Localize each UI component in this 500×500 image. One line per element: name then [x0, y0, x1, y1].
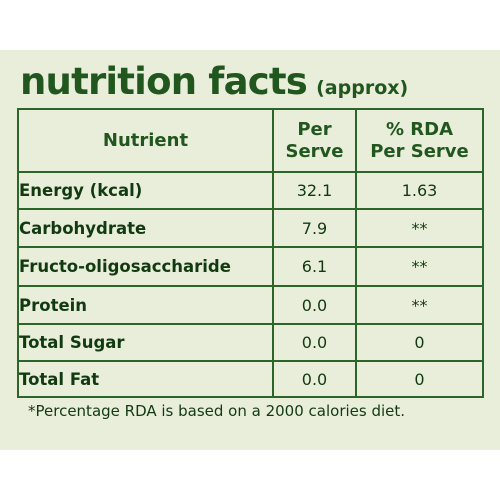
rda-value: 0	[355, 323, 484, 362]
header-rda-line2: Per Serve	[370, 140, 469, 162]
rda-value: 0	[355, 360, 484, 398]
table-row: Total Fat 0.0 0	[17, 360, 484, 398]
table-header-row: Nutrient Per Serve % RDA Per Serve	[17, 108, 484, 173]
title-text: nutrition facts	[20, 60, 308, 103]
table-row: Fructo-oligosaccharide 6.1 **	[17, 246, 484, 287]
per-serve-value: 7.9	[272, 208, 357, 248]
header-per-serve: Per Serve	[272, 108, 357, 173]
subtitle-text: (approx)	[316, 77, 409, 99]
rda-value: 1.63	[355, 171, 484, 210]
table-row: Total Sugar 0.0 0	[17, 323, 484, 362]
header-per-serve-line1: Per	[297, 118, 332, 140]
footnote: *Percentage RDA is based on a 2000 calor…	[28, 402, 406, 420]
nutrient-name: Carbohydrate	[17, 208, 274, 248]
nutrient-name: Total Sugar	[17, 323, 274, 362]
nutrient-name: Energy (kcal)	[17, 171, 274, 210]
per-serve-value: 0.0	[272, 360, 357, 398]
nutrient-name: Fructo-oligosaccharide	[17, 246, 274, 287]
rda-value: **	[355, 208, 484, 248]
table-row: Carbohydrate 7.9 **	[17, 208, 484, 248]
page-title: nutrition facts (approx)	[20, 60, 408, 103]
per-serve-value: 0.0	[272, 323, 357, 362]
rda-value: **	[355, 246, 484, 287]
nutrition-table: Nutrient Per Serve % RDA Per Serve Energ…	[17, 108, 484, 398]
header-rda-line1: % RDA	[385, 118, 454, 140]
per-serve-value: 0.0	[272, 285, 357, 325]
per-serve-value: 6.1	[272, 246, 357, 287]
table-row: Energy (kcal) 32.1 1.63	[17, 171, 484, 210]
per-serve-value: 32.1	[272, 171, 357, 210]
header-per-serve-line2: Serve	[285, 140, 344, 162]
nutrient-name: Total Fat	[17, 360, 274, 398]
header-rda: % RDA Per Serve	[355, 108, 484, 173]
nutrient-name: Protein	[17, 285, 274, 325]
table-row: Protein 0.0 **	[17, 285, 484, 325]
header-nutrient: Nutrient	[17, 108, 274, 173]
rda-value: **	[355, 285, 484, 325]
